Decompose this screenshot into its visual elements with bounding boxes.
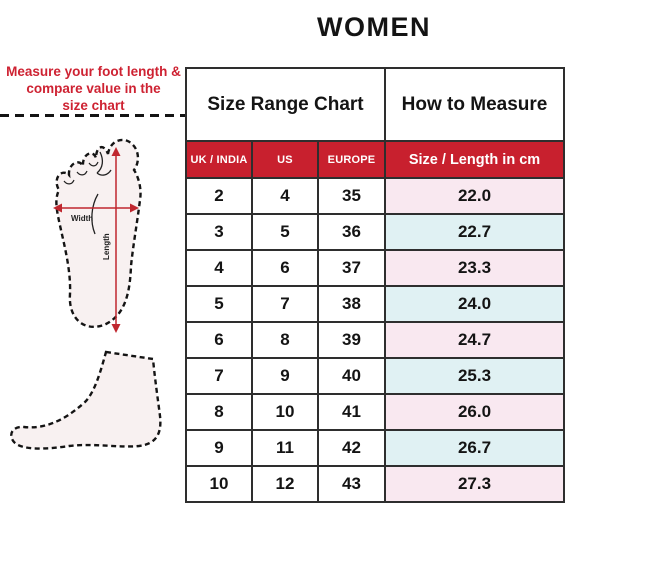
size-conversion-table: Size Range Chart How to Measure UK / IND… [184,67,566,503]
uk-india-cell: 4 [185,249,253,287]
table-row: 6 8 39 24.7 [185,321,566,359]
toe-crease-mark [96,151,104,174]
toe-crease-mark [76,170,88,176]
measure-instruction-text: Measure your foot length & compare value… [0,63,187,114]
cm-cell: 24.0 [384,285,566,323]
column-header-us: US [251,140,319,179]
table-row: 9 11 42 26.7 [185,429,566,467]
cm-cell: 22.0 [384,177,566,215]
cm-cell: 23.3 [384,249,566,287]
europe-cell: 36 [316,213,387,251]
us-cell: 12 [251,465,319,503]
us-cell: 9 [251,357,319,395]
cm-cell: 26.0 [384,393,566,431]
table-row: 3 5 36 22.7 [185,213,566,251]
column-header-europe: EUROPE [316,140,387,179]
europe-cell: 37 [316,249,387,287]
us-cell: 4 [251,177,319,215]
table-row: 7 9 40 25.3 [185,357,566,395]
europe-cell: 38 [316,285,387,323]
cm-cell: 27.3 [384,465,566,503]
toe-crease-mark [88,161,99,167]
uk-india-cell: 9 [185,429,253,467]
foot-side-outline [10,350,162,450]
cm-cell: 24.7 [384,321,566,359]
foot-side-view-illustration [10,350,162,450]
europe-cell: 40 [316,357,387,395]
table-row: 2 4 35 22.0 [185,177,566,215]
footprint-top-view-illustration: Width Length [53,138,142,333]
page-title: WOMEN [317,12,431,42]
table-row: 5 7 38 24.0 [185,285,566,323]
length-label: Length [102,233,111,260]
us-cell: 7 [251,285,319,323]
how-to-measure-header: How to Measure [384,67,566,142]
europe-cell: 39 [316,321,387,359]
us-cell: 6 [251,249,319,287]
uk-india-cell: 5 [185,285,253,323]
europe-cell: 41 [316,393,387,431]
length-arrowhead-top [111,147,121,156]
table-row: 4 6 37 23.3 [185,249,566,287]
cm-cell: 26.7 [384,429,566,467]
us-cell: 10 [251,393,319,431]
cm-cell: 22.7 [384,213,566,251]
width-arrowhead-left [53,203,62,213]
us-cell: 8 [251,321,319,359]
uk-india-cell: 3 [185,213,253,251]
uk-india-cell: 7 [185,357,253,395]
size-range-chart-header: Size Range Chart [184,67,387,142]
toe-crease-mark [63,179,75,185]
table-row: 8 10 41 26.0 [185,393,566,431]
dashed-separator-line [0,114,187,117]
uk-india-cell: 2 [185,177,253,215]
uk-india-cell: 10 [185,465,253,503]
europe-cell: 35 [316,177,387,215]
uk-india-cell: 6 [185,321,253,359]
uk-india-cell: 8 [185,393,253,431]
us-cell: 5 [251,213,319,251]
toe-crease-mark [96,169,112,176]
measure-instruction-line: size chart [62,98,125,113]
column-header-uk-india: UK / INDIA [185,140,253,179]
measure-instruction-line: Measure your foot length & [6,64,181,79]
table-column-header-row: UK / INDIA US EUROPE Size / Length in cm [185,140,566,179]
cm-cell: 25.3 [384,357,566,395]
width-label: Width [71,214,93,223]
europe-cell: 43 [316,465,387,503]
table-group-header-row: Size Range Chart How to Measure [184,67,566,142]
us-cell: 11 [251,429,319,467]
measure-instruction-line: compare value in the [26,81,161,96]
footprint-outline [55,138,142,329]
length-arrowhead-bottom [111,324,121,333]
table-row: 10 12 43 27.3 [185,465,566,503]
width-arrowhead-right [130,203,139,213]
column-header-size-length-cm: Size / Length in cm [384,140,566,179]
arch-curve-mark [91,193,99,235]
europe-cell: 42 [316,429,387,467]
